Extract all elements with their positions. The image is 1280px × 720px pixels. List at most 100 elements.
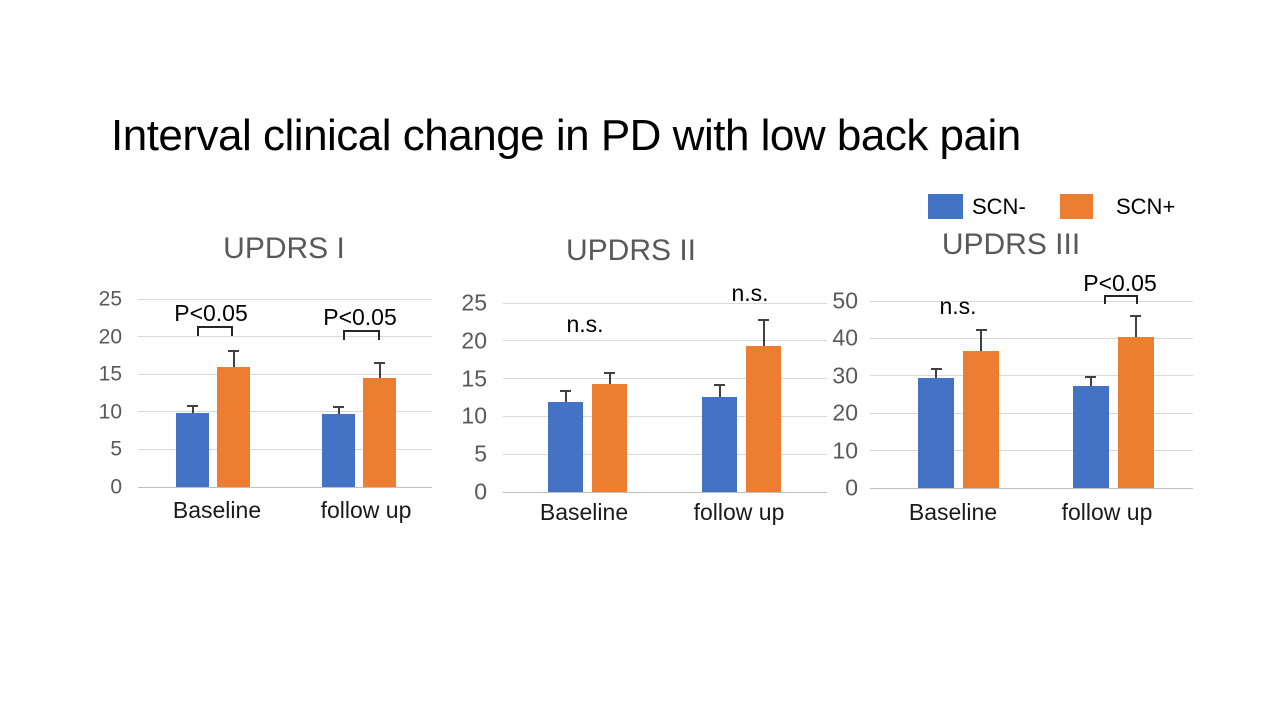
updrs-i-gridline-5 [138, 448, 432, 450]
updrs-ii-follow-up-scn-bar [702, 396, 737, 492]
updrs-i-category-label-follow-up: follow up [320, 497, 412, 523]
slide-title: Interval clinical change in PD with low … [111, 111, 1021, 160]
updrs-i-ytick-15: 15 [98, 362, 122, 386]
updrs-i-bracket-tick-right [378, 330, 380, 340]
updrs-ii-ytick-20: 20 [461, 327, 487, 354]
updrs-iii-category-label-baseline: Baseline [908, 499, 998, 525]
updrs-i-ytick-0: 0 [110, 475, 122, 499]
legend-swatch-scn-minus [928, 194, 963, 219]
updrs-i-baseline-scn-bar [176, 413, 209, 487]
updrs-iii-gridline-50 [870, 300, 1193, 302]
updrs-ii-category-label-follow-up: follow up [693, 499, 785, 525]
updrs-i-gridline-15 [138, 373, 432, 375]
updrs-ii-category-label-baseline: Baseline [539, 499, 629, 525]
updrs-i-bracket-tick-left [197, 326, 199, 336]
updrs-ii-follow-up-scn-bar [746, 346, 781, 492]
updrs-iii-baseline-scn-bar [918, 378, 954, 488]
updrs-ii-gridline-0 [503, 491, 827, 493]
chart-title-updrs-ii: UPDRS II [565, 234, 697, 267]
updrs-i-gridline-25 [138, 298, 432, 300]
updrs-ii-follow-up-scn-error-cap [714, 383, 725, 386]
updrs-iii-baseline-scn-error-bar [980, 329, 982, 352]
updrs-iii-bracket-tick-right [1136, 295, 1138, 304]
updrs-iii-significance-label-baseline: n.s. [939, 293, 977, 319]
updrs-ii-ytick-0: 0 [474, 478, 487, 505]
chart-title-updrs-iii: UPDRS III [941, 228, 1081, 261]
updrs-iii-category-label-follow-up: follow up [1061, 499, 1153, 525]
updrs-i-significance-bracket-follow-up [343, 330, 380, 332]
updrs-i-baseline-scn-error-bar [232, 350, 235, 367]
updrs-i-baseline-scn-error-cap [187, 404, 198, 407]
updrs-i-significance-bracket-baseline [197, 326, 233, 328]
updrs-ii-gridline-5 [503, 453, 827, 455]
updrs-iii-ytick-30: 30 [832, 362, 858, 389]
updrs-i-follow-up-scn-bar [363, 377, 396, 487]
updrs-iii-ytick-0: 0 [845, 474, 858, 501]
updrs-ii-significance-label-follow-up: n.s. [731, 280, 769, 306]
updrs-iii-follow-up-scn-error-cap [1085, 375, 1096, 378]
legend-label-scn-minus: SCN- [972, 194, 1026, 219]
updrs-iii-ytick-20: 20 [832, 399, 858, 426]
legend-label-scn-plus: SCN+ [1116, 194, 1176, 219]
updrs-iii-follow-up-scn-bar [1117, 337, 1154, 488]
updrs-i-significance-label-baseline: P<0.05 [174, 300, 248, 326]
updrs-iii-follow-up-scn-bar [1072, 385, 1109, 488]
updrs-iii-significance-bracket-follow-up [1104, 295, 1138, 297]
updrs-ii-follow-up-scn-error-bar [762, 319, 765, 347]
updrs-ii-ytick-15: 15 [461, 365, 487, 392]
updrs-ii-ytick-25: 25 [461, 289, 487, 316]
updrs-iii-baseline-scn-bar [963, 351, 999, 488]
updrs-ii-baseline-scn-error-bar [564, 390, 567, 403]
updrs-ii-gridline-25 [503, 302, 827, 304]
updrs-iii-baseline-scn-error-cap [930, 367, 942, 370]
updrs-i-follow-up-scn-bar [322, 414, 355, 487]
updrs-i-gridline-20 [138, 336, 432, 338]
updrs-i-category-label-baseline: Baseline [172, 497, 262, 523]
updrs-i-gridline-10 [138, 411, 432, 413]
updrs-i-ytick-10: 10 [98, 400, 122, 424]
updrs-iii-ytick-40: 40 [832, 324, 858, 351]
updrs-i-follow-up-scn-error-cap [374, 361, 385, 364]
updrs-iii-baseline-scn-error-bar [935, 368, 937, 379]
updrs-i-bracket-tick-right [231, 326, 233, 336]
updrs-iii-bracket-tick-left [1104, 295, 1106, 304]
updrs-ii-baseline-scn-error-cap [560, 389, 571, 392]
updrs-i-ytick-20: 20 [98, 325, 122, 349]
updrs-iii-follow-up-scn-error-bar [1134, 316, 1137, 338]
chart-title-updrs-i: UPDRS I [223, 232, 345, 265]
updrs-ii-gridline-10 [503, 415, 827, 417]
updrs-i-baseline-scn-error-cap [228, 349, 239, 352]
updrs-i-ytick-5: 5 [110, 437, 122, 461]
updrs-i-significance-label-follow-up: P<0.05 [323, 304, 397, 330]
updrs-ii-baseline-scn-error-bar [608, 372, 611, 384]
updrs-iii-baseline-scn-error-cap [975, 328, 987, 331]
updrs-i-follow-up-scn-error-bar [378, 362, 381, 378]
updrs-iii-gridline-10 [870, 450, 1193, 452]
updrs-i-bracket-tick-left [343, 330, 345, 340]
updrs-ii-significance-label-baseline: n.s. [566, 311, 604, 337]
updrs-iii-gridline-0 [870, 487, 1193, 489]
updrs-ii-baseline-scn-bar [592, 383, 627, 492]
legend-swatch-scn-plus [1060, 194, 1093, 219]
updrs-iii-ytick-10: 10 [832, 437, 858, 464]
updrs-ii-follow-up-scn-error-bar [718, 384, 721, 397]
updrs-i-follow-up-scn-error-bar [337, 406, 340, 415]
updrs-ii-baseline-scn-bar [548, 402, 583, 492]
updrs-i-ytick-25: 25 [98, 287, 122, 311]
updrs-iii-gridline-40 [870, 337, 1193, 339]
updrs-iii-ytick-50: 50 [832, 287, 858, 314]
updrs-ii-gridline-20 [503, 340, 827, 342]
updrs-i-follow-up-scn-error-cap [333, 405, 344, 408]
updrs-iii-gridline-20 [870, 412, 1193, 414]
updrs-iii-significance-label-follow-up: P<0.05 [1083, 270, 1157, 296]
updrs-ii-gridline-15 [503, 378, 827, 380]
updrs-iii-gridline-30 [870, 375, 1193, 377]
updrs-iii-follow-up-scn-error-bar [1089, 376, 1092, 386]
updrs-iii-follow-up-scn-error-cap [1130, 315, 1141, 318]
updrs-ii-ytick-10: 10 [461, 402, 487, 429]
updrs-i-baseline-scn-bar [217, 366, 250, 487]
updrs-ii-follow-up-scn-error-cap [758, 318, 769, 321]
updrs-i-gridline-0 [138, 486, 432, 488]
updrs-ii-baseline-scn-error-cap [604, 371, 615, 374]
